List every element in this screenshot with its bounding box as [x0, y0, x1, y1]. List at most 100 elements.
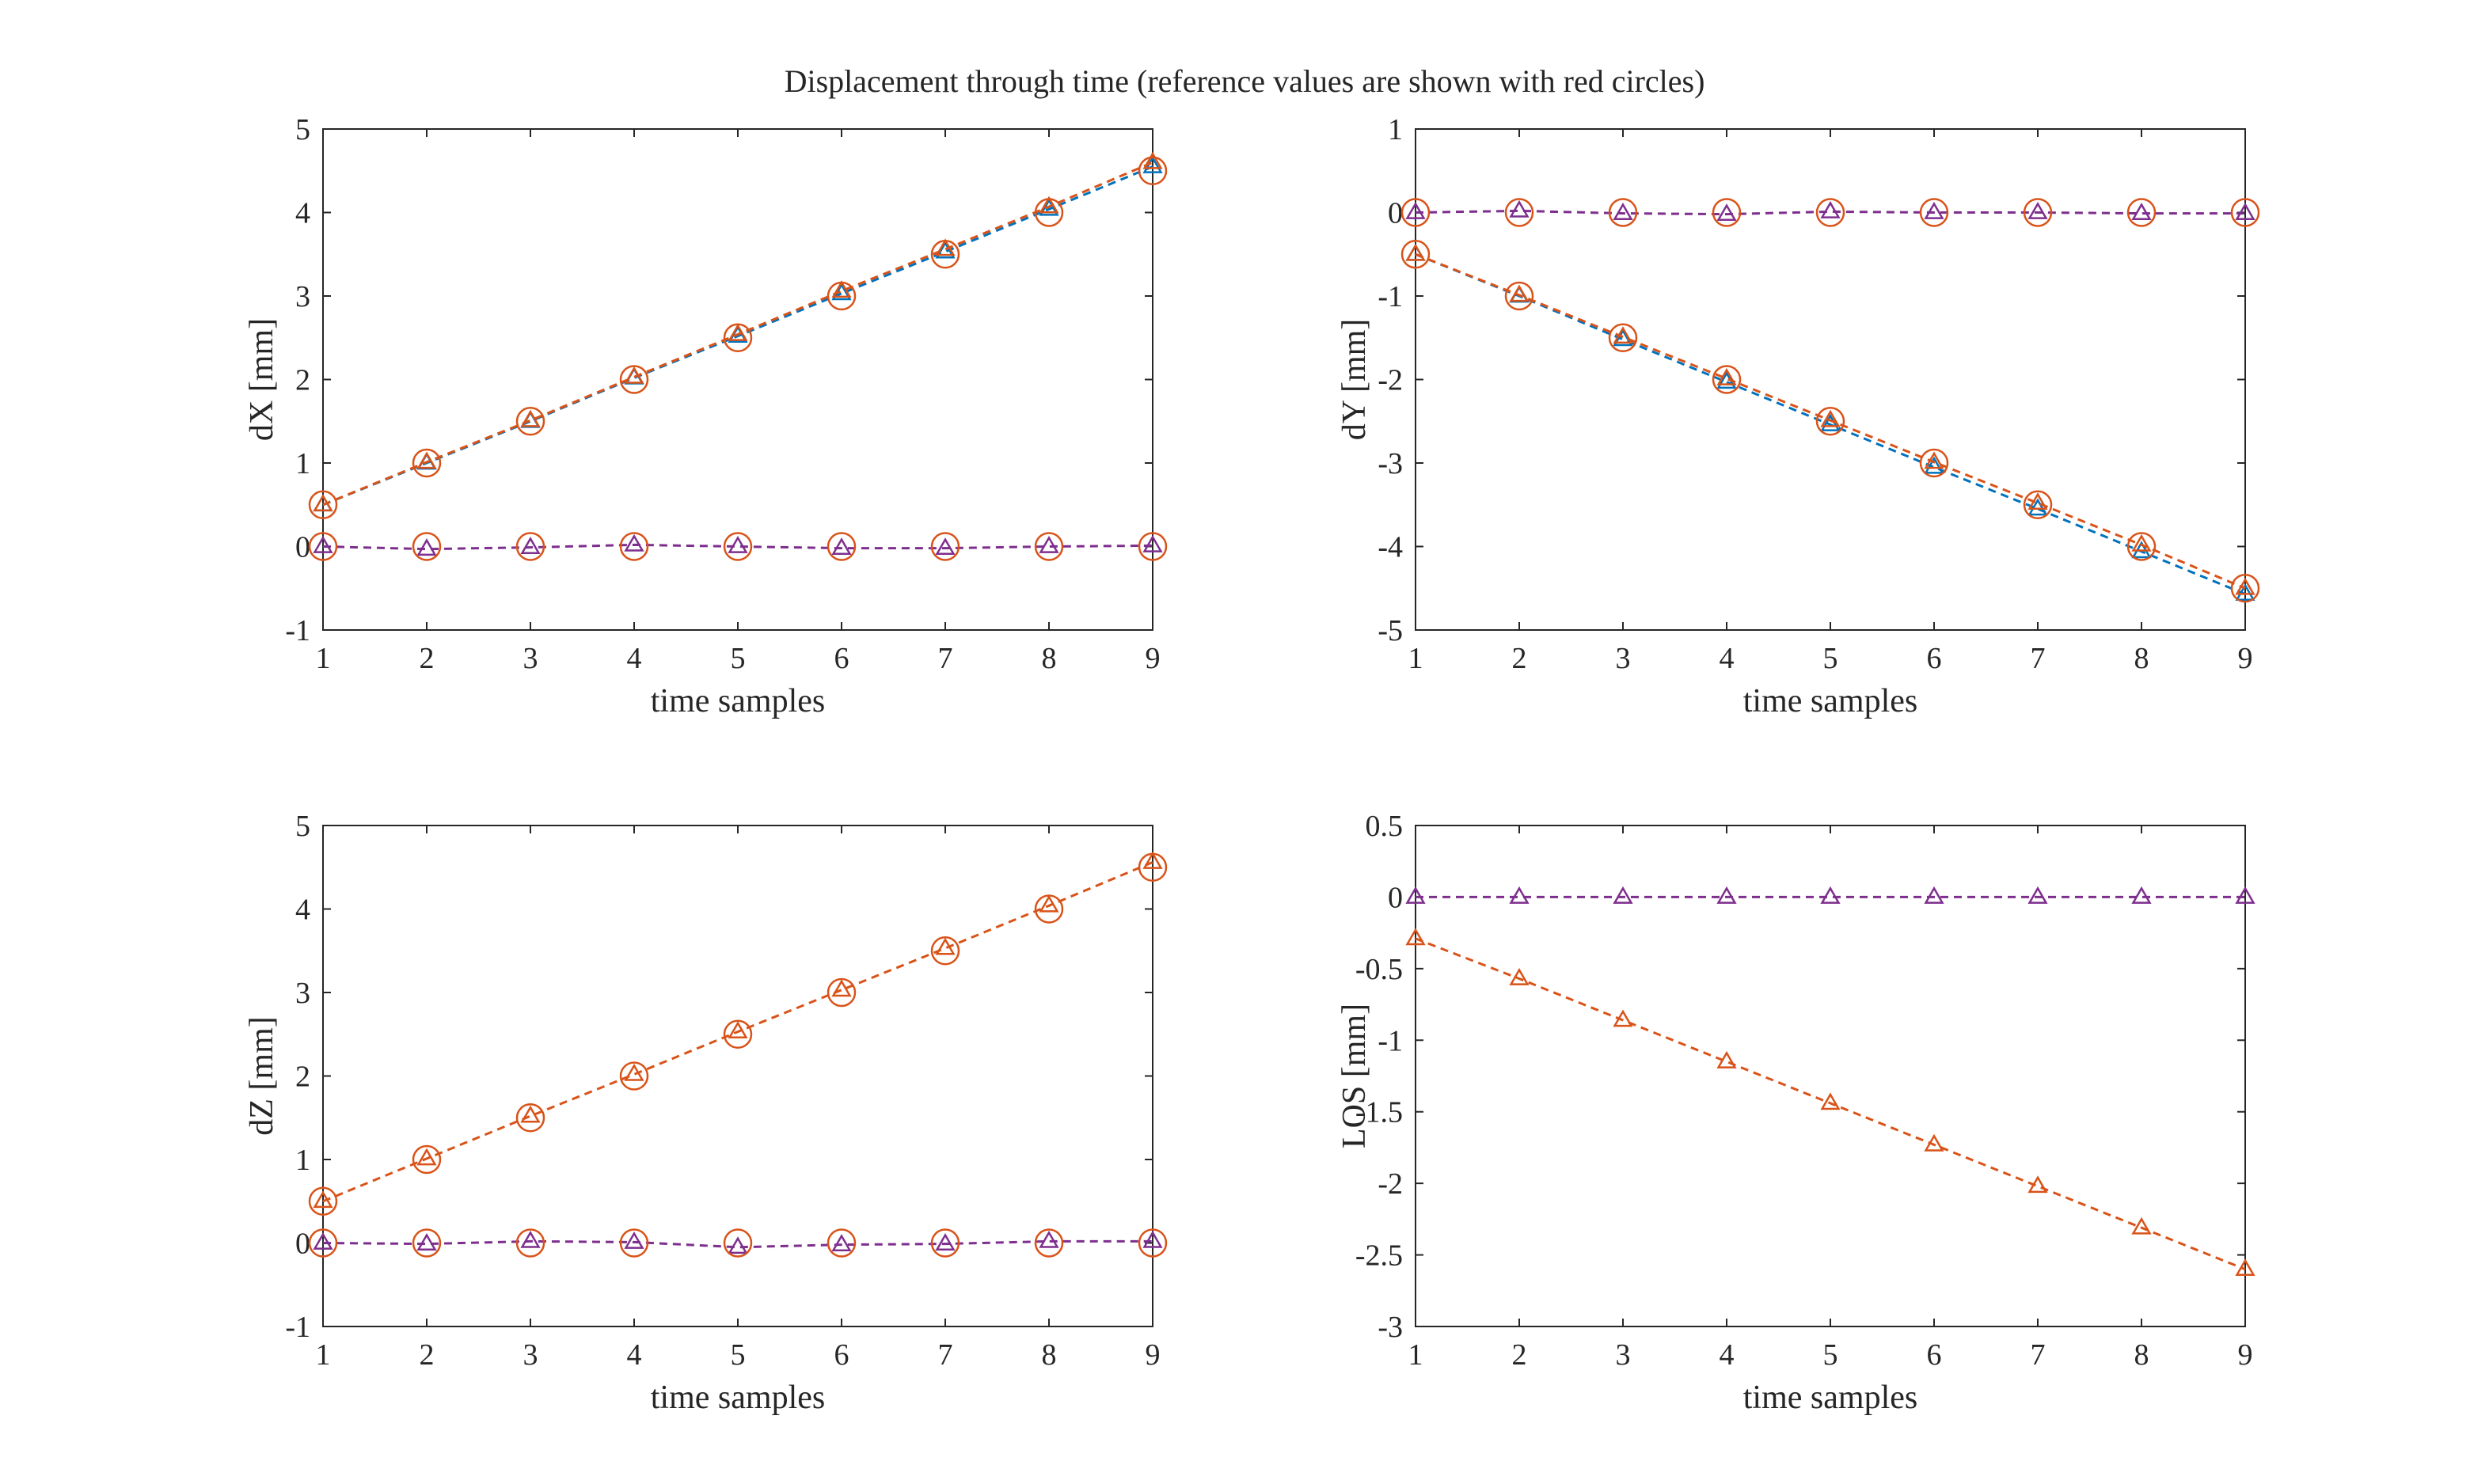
x-tick-label: 6 — [834, 1338, 849, 1372]
triangle-marker — [1509, 199, 1530, 218]
x-tick-label: 7 — [938, 1338, 953, 1372]
y-tick-label: -2.5 — [1355, 1239, 1403, 1273]
x-tick-label: 8 — [2134, 642, 2149, 675]
subplot-grid: 1 2 3 4 5 6 7 8 9 -1 0 1 2 3 4 5 time samples dX [mm] 1 2 3 4… — [244, 113, 2260, 1416]
triangle-marker — [2027, 492, 2048, 510]
triangle-marker — [2235, 583, 2255, 602]
triangle-marker — [1405, 928, 1426, 946]
y-tick-label: 0.5 — [1366, 810, 1404, 843]
y-axis-label: LOS [mm] — [1336, 1004, 1373, 1148]
reference-circle — [515, 1103, 545, 1133]
reference-circle — [1400, 240, 1431, 269]
x-tick-label: 5 — [731, 1338, 746, 1372]
x-tick-label: 1 — [316, 1338, 331, 1372]
x-tick-label: 3 — [523, 1338, 538, 1372]
reference-circle — [1712, 365, 1742, 394]
triangle-marker — [624, 533, 644, 552]
x-tick-label: 6 — [1927, 1338, 1942, 1372]
x-tick-label: 7 — [938, 642, 953, 675]
reference-circle — [827, 977, 857, 1008]
reference-circle — [1712, 198, 1742, 227]
triangle-marker — [831, 1234, 852, 1252]
x-axis-label: time samples — [1743, 1380, 1917, 1416]
x-axis-label: time samples — [651, 683, 825, 719]
x-tick-label: 2 — [1512, 1338, 1527, 1372]
reference-circle — [1138, 156, 1168, 185]
triangle-marker — [313, 535, 333, 553]
triangle-marker — [520, 1105, 541, 1123]
y-tick-label: -1 — [285, 614, 310, 647]
x-tick-label: 3 — [1616, 1338, 1631, 1372]
x-tick-label: 2 — [420, 1338, 435, 1372]
triangle-marker — [935, 241, 956, 259]
y-tick-label: 5 — [295, 810, 310, 843]
y-tick-label: 0 — [1388, 881, 1403, 914]
triangle-marker — [624, 366, 644, 384]
reference-circle — [308, 1186, 338, 1216]
triangle-marker — [1613, 326, 1633, 344]
triangle-marker — [1142, 151, 1163, 169]
reference-circle — [1034, 198, 1064, 227]
reference-circle — [515, 1228, 545, 1258]
y-tick-label: -3 — [1378, 1311, 1403, 1344]
reference-circle — [619, 365, 649, 394]
triangle-marker — [416, 1233, 437, 1251]
triangle-marker — [2027, 886, 2048, 904]
x-tick-label: 2 — [1512, 642, 1527, 675]
triangle-marker — [935, 937, 956, 955]
series-line — [1415, 209, 2245, 216]
y-tick-label: 2 — [295, 364, 310, 397]
reference-circle — [308, 1228, 338, 1258]
triangle-marker — [416, 1148, 437, 1166]
subplot-LOS: 1 2 3 4 5 6 7 8 9 -3 -2.5 -2 -1.5 -1 -0.5 0 0.5 time samp… — [1336, 810, 2255, 1416]
triangle-marker — [1820, 886, 1841, 904]
triangle-marker — [1613, 203, 1633, 220]
reference-circle — [1034, 1228, 1064, 1258]
series-line — [1415, 252, 2246, 595]
triangle-marker — [1039, 195, 1059, 214]
triangle-marker — [728, 1236, 748, 1254]
y-tick-label: 4 — [295, 894, 310, 927]
reference-circle — [1815, 407, 1845, 436]
series-line — [322, 161, 1153, 507]
triangle-marker — [520, 409, 541, 427]
reference-circle — [723, 1019, 753, 1049]
x-tick-label: 9 — [1146, 642, 1161, 675]
reference-circle — [930, 1228, 960, 1258]
x-tick-label: 4 — [1720, 642, 1735, 675]
reference-circle — [1138, 1228, 1168, 1258]
reference-circle — [1919, 448, 1949, 478]
triangle-marker — [624, 1063, 644, 1081]
triangle-marker — [416, 451, 437, 469]
triangle-marker — [1142, 851, 1163, 869]
reference-circle — [723, 1228, 753, 1258]
x-tick-label: 2 — [420, 642, 435, 675]
triangle-marker — [2235, 577, 2255, 595]
y-tick-label: -1 — [1378, 280, 1403, 313]
reference-circle — [827, 1228, 857, 1258]
y-axis-label: dX [mm] — [244, 318, 280, 441]
x-tick-label: 8 — [1042, 642, 1057, 675]
reference-circle — [1034, 894, 1064, 924]
y-tick-label: 1 — [1388, 113, 1403, 146]
triangle-marker — [1924, 886, 1944, 904]
triangle-marker — [313, 1190, 333, 1209]
triangle-marker — [1039, 535, 1059, 553]
y-tick-label: 3 — [295, 280, 310, 313]
x-tick-label: 4 — [1720, 1338, 1735, 1372]
triangle-marker — [1820, 409, 1841, 427]
reference-circle — [1815, 198, 1845, 227]
reference-circle — [2230, 198, 2260, 227]
y-tick-label: 1 — [295, 447, 310, 480]
triangle-marker — [935, 537, 956, 556]
x-tick-label: 1 — [1408, 1338, 1423, 1372]
x-axis-label: time samples — [1743, 683, 1917, 719]
triangle-marker — [520, 1230, 541, 1248]
reference-circle — [1504, 198, 1534, 227]
reference-circle — [2126, 198, 2157, 227]
triangle-marker — [1039, 894, 1059, 913]
subplot-dZ: 1 2 3 4 5 6 7 8 9 -1 0 1 2 3 4 5 time samples dZ [mm] — [244, 810, 1168, 1416]
reference-circle — [930, 532, 960, 561]
triangle-marker — [624, 1231, 644, 1249]
